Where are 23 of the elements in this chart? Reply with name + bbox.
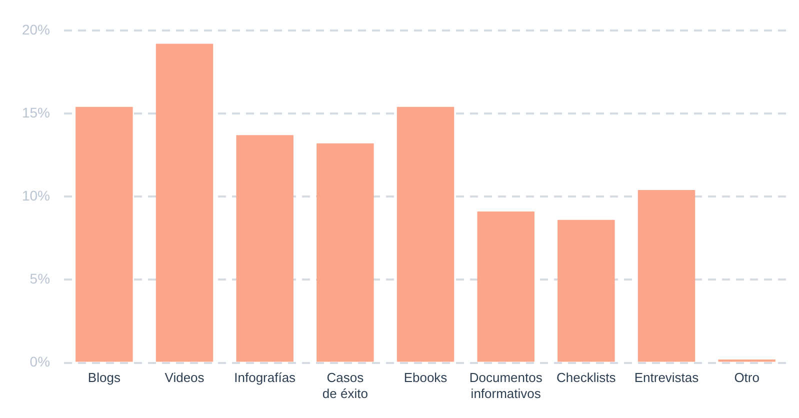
x-tick-label: Videos (164, 370, 205, 386)
x-tick-label: Infografías (234, 370, 296, 386)
x-tick-label: Documentos informativos (469, 370, 543, 401)
bar (477, 212, 534, 362)
x-tick-label: Ebooks (404, 370, 448, 386)
y-tick-label: 10% (22, 187, 50, 204)
x-tick-label: Blogs (88, 370, 121, 386)
bar (396, 106, 454, 362)
bar (316, 143, 374, 362)
y-tick-label: 20% (22, 21, 50, 38)
x-tick-label: Checklists (556, 370, 616, 386)
bar (76, 106, 133, 362)
x-tick-label: Otro (734, 370, 760, 386)
bar (236, 135, 294, 362)
bar (156, 44, 214, 362)
y-tick-label: 5% (30, 270, 50, 287)
x-tick-label: Entrevistas (634, 370, 700, 386)
bar (638, 190, 696, 362)
bar (718, 359, 776, 362)
bar (558, 220, 615, 362)
x-tick-label: Casos de éxito (322, 370, 368, 401)
y-tick-label: 15% (22, 104, 50, 120)
y-tick-label: 0% (30, 354, 50, 370)
